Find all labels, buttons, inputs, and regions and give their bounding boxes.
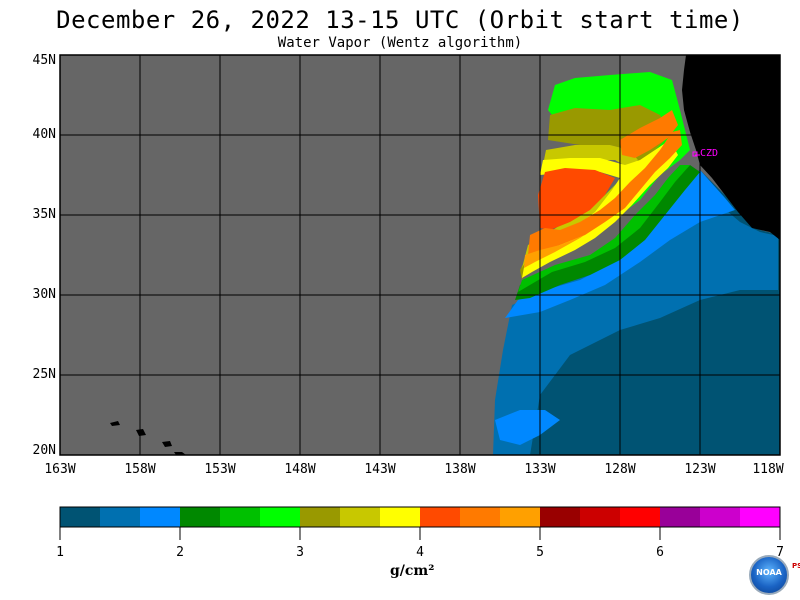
- colorbar-segment: [380, 507, 421, 527]
- swath-light-blue: [505, 170, 735, 318]
- island-maui: [162, 441, 172, 447]
- station-label-czd: CZD: [700, 148, 718, 159]
- colorbar-segment: [740, 507, 781, 527]
- lon-label-158w: 158W: [124, 462, 156, 477]
- colorbar-segment: [60, 507, 101, 527]
- colorbar-segment: [220, 507, 261, 527]
- lon-label-148w: 148W: [284, 462, 316, 477]
- colorbar-segment: [340, 507, 381, 527]
- lon-label-143w: 143W: [364, 462, 396, 477]
- colorbar-label-3: 3: [296, 545, 304, 560]
- swath-dark-green: [515, 165, 700, 300]
- colorbar-unit: g/cm²: [390, 563, 435, 579]
- lat-label-25n: 25N: [32, 367, 56, 382]
- gridlines: [60, 55, 780, 455]
- colorbar-segment: [580, 507, 621, 527]
- colorbar-segment: [660, 507, 701, 527]
- island-kauai: [110, 421, 120, 426]
- lon-label-128w: 128W: [604, 462, 636, 477]
- colorbar-segment: [300, 507, 341, 527]
- swath-light-blue-edge: [495, 410, 560, 445]
- colorbar-label-4: 4: [416, 545, 424, 560]
- island-oahu: [136, 429, 146, 436]
- colorbar-label-6: 6: [656, 545, 664, 560]
- lat-label-35n: 35N: [32, 207, 56, 222]
- map-subtitle: Water Vapor (Wentz algorithm): [277, 35, 523, 51]
- colorbar-segment: [540, 507, 581, 527]
- colorbar-label-1: 1: [56, 545, 64, 560]
- swath-dark-blue-core: [530, 290, 778, 455]
- lon-label-133w: 133W: [524, 462, 556, 477]
- colorbar-segment: [700, 507, 741, 527]
- lon-label-163w: 163W: [44, 462, 76, 477]
- colorbar-segment: [420, 507, 461, 527]
- lon-label-118w: 118W: [752, 462, 784, 477]
- land-california: [682, 55, 780, 240]
- noaa-logo-text: NOAA: [756, 568, 782, 577]
- colorbar-label-2: 2: [176, 545, 184, 560]
- colorbar: [60, 507, 781, 527]
- colorbar-segment: [500, 507, 541, 527]
- lon-label-138w: 138W: [444, 462, 476, 477]
- lon-label-123w: 123W: [684, 462, 716, 477]
- colorbar-segment: [100, 507, 141, 527]
- swath-green: [518, 165, 690, 292]
- map-title: December 26, 2022 13-15 UTC (Orbit start…: [56, 6, 744, 34]
- lat-label-20n: 20N: [32, 443, 56, 458]
- swath-orange-north: [620, 110, 678, 158]
- lon-label-153w: 153W: [204, 462, 236, 477]
- colorbar-segment: [460, 507, 501, 527]
- lat-label-30n: 30N: [32, 287, 56, 302]
- noaa-logo: NOAA: [749, 555, 789, 595]
- colorbar-segment: [180, 507, 221, 527]
- psl-text: PSL: [792, 562, 800, 570]
- colorbar-segment: [620, 507, 661, 527]
- colorbar-label-7: 7: [776, 545, 784, 560]
- swath-orange: [528, 130, 682, 255]
- swath-orange-light: [524, 225, 600, 268]
- colorbar-segment: [140, 507, 181, 527]
- lat-label-40n: 40N: [32, 127, 56, 142]
- map-frame: [59, 54, 781, 456]
- colorbar-segment: [260, 507, 301, 527]
- station-marker-czd: [692, 151, 700, 157]
- colorbar-ticks: [59, 527, 781, 540]
- lat-label-45n: 45N: [32, 53, 56, 68]
- colorbar-label-5: 5: [536, 545, 544, 560]
